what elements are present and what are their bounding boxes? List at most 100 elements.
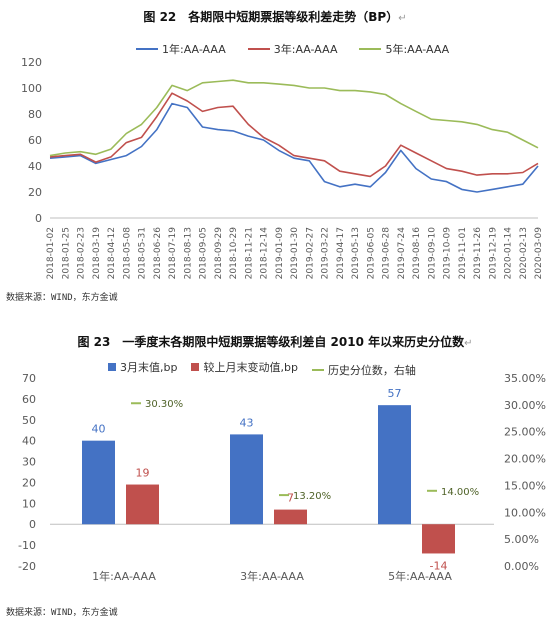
category-label: 5年:AA-AAA [388,569,452,583]
x-tick-label: 2019-10-09 [443,227,453,280]
bar-change [422,524,455,554]
y-tick-label: 20 [22,476,36,489]
legend-item-1: 3月末值,bp [108,359,177,375]
data-label: 19 [136,467,150,480]
y-tick-label: 10 [22,497,36,510]
x-tick-label: 2018-10-29 [229,227,239,280]
bar-value [82,440,115,525]
x-tick-label: 2019-08-16 [412,227,422,280]
y-tick-label: 0 [35,212,42,225]
data-label: -14 [430,559,448,572]
x-tick-label: 2019-01-30 [290,227,300,280]
figure23-source: 数据来源：WIND，东方金诚 [6,608,118,618]
legend-label: 3年:AA-AAA [273,43,338,56]
x-tick-label: 2018-05-31 [138,227,148,279]
percentile-label: 30.30% [145,399,183,410]
y2-tick-label: 10.00% [504,506,546,519]
x-tick-label: 2018-07-19 [168,227,178,280]
percentile-label: 14.00% [441,487,479,498]
legend-swatch [136,48,158,50]
x-tick-label: 2018-06-26 [153,227,163,280]
legend-label: 较上月末变动值,bp [203,361,298,374]
x-tick-label: 2020-03-09 [534,227,544,280]
y-tick-label: 50 [22,414,36,427]
legend-label: 3月末值,bp [120,361,178,374]
legend-item-2: 3年:AA-AAA [247,41,338,57]
x-tick-label: 2019-06-28 [382,227,392,280]
legend-item-1: 1年:AA-AAA [136,41,226,57]
legend-swatch [359,48,382,50]
x-tick-label: 2018-09-05 [199,227,209,279]
x-tick-label: 2019-02-27 [305,227,315,279]
x-tick-label: 2018-12-14 [260,227,270,280]
percentile-label: 13.20% [293,491,331,502]
x-tick-label: 2019-11-26 [473,227,483,280]
data-label: 7 [287,492,294,505]
figure22-legend: 1年:AA-AAA 3年:AA-AAA 5年:AA-AAA [136,40,471,57]
legend-swatch [191,363,200,371]
x-tick-label: 2020-01-14 [504,227,514,280]
x-tick-label: 2018-03-19 [92,227,102,280]
y-tick-label: 80 [28,108,42,121]
y2-tick-label: 20.00% [504,453,546,466]
legend-item-3: 历史分位数，右轴 [311,362,416,378]
y2-tick-label: 25.00% [504,426,546,439]
x-tick-label: 2019-07-24 [397,227,407,280]
x-tick-label: 2018-04-12 [107,227,117,279]
y-tick-label: 30 [22,456,36,469]
x-tick-label: 2019-04-17 [336,227,346,279]
y-tick-label: -10 [18,539,36,552]
figure22-source: 数据来源：WIND，东方金诚 [6,293,118,303]
y-tick-label: 0 [29,518,36,531]
figure22-line-chart: 0 20 40 60 80 100 120 2018-01-02 2018-01-25 2018-… [21,56,544,280]
category-label: 3年:AA-AAA [240,569,304,583]
legend-item-2: 较上月末变动值,bp [191,359,298,375]
figure22-title: 图 22 各期限中短期票据等级利差走势（BP）↵ [143,10,407,24]
category-label: 1年:AA-AAA [92,569,156,583]
x-tick-label: 2019-06-05 [366,227,376,279]
y-tick-label: 60 [28,134,42,147]
legend-label: 5年:AA-AAA [385,43,450,56]
y-tick-label: 70 [22,372,36,385]
y-tick-label: 40 [22,435,36,448]
legend-item-3: 5年:AA-AAA [359,41,449,57]
legend-swatch [247,48,270,50]
x-tick-label: 2018-02-23 [77,227,87,279]
y-tick-label: 100 [21,82,42,95]
figure23-legend: 3月末值,bp 较上月末变动值,bp 历史分位数，右轴 [108,359,430,378]
x-tick-label: 2018-01-02 [46,227,56,279]
x-tick-label: 2018-01-25 [61,227,71,279]
legend-swatch [108,363,116,371]
bar-change [274,509,307,525]
bar-value [378,405,411,525]
series-line-3 [49,79,539,157]
y2-tick-label: 30.00% [504,399,546,412]
y-tick-label: 120 [21,56,42,69]
y-tick-label: -20 [18,560,36,573]
y-tick-label: 20 [28,186,42,199]
legend-swatch [311,369,324,371]
x-tick-label: 2019-12-19 [488,227,498,280]
series-line-2 [49,92,539,178]
y-tick-label: 40 [28,160,42,173]
x-tick-label: 2019-03-22 [321,227,331,279]
x-tick-label: 2020-02-13 [519,227,529,279]
y2-tick-label: 35.00% [504,372,546,385]
x-tick-label: 2018-09-29 [214,227,224,280]
y2-tick-label: 5.00% [504,533,539,546]
x-tick-label: 2018-08-13 [183,227,193,279]
data-label: 40 [92,423,106,436]
x-tick-label: 2019-05-13 [351,227,361,279]
figure23-title: 图 23 一季度末各期限中短期票据等级利差自 2010 年以来历史分位数↵ [77,335,473,349]
series-line-1 [49,102,539,193]
y2-tick-label: 0.00% [504,560,539,573]
legend-label: 历史分位数，右轴 [327,364,416,377]
x-tick-label: 2019-01-09 [275,227,285,280]
legend-label: 1年:AA-AAA [162,43,226,56]
x-tick-label: 2018-05-08 [122,227,132,280]
bar-value [230,434,263,525]
data-label: 43 [240,416,254,429]
x-tick-label: 2018-11-21 [244,227,254,279]
y-tick-label: 60 [22,393,36,406]
